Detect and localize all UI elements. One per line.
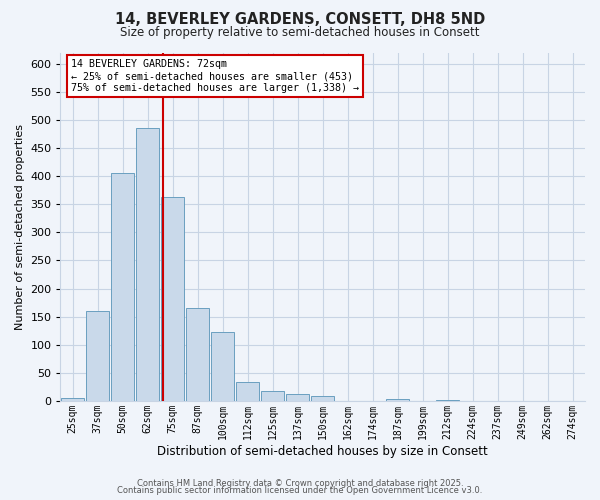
Text: Contains public sector information licensed under the Open Government Licence v3: Contains public sector information licen…	[118, 486, 482, 495]
Text: 14, BEVERLEY GARDENS, CONSETT, DH8 5ND: 14, BEVERLEY GARDENS, CONSETT, DH8 5ND	[115, 12, 485, 28]
Y-axis label: Number of semi-detached properties: Number of semi-detached properties	[15, 124, 25, 330]
Bar	[136, 128, 159, 401]
Bar	[161, 198, 184, 401]
Bar	[86, 311, 109, 401]
Bar	[261, 391, 284, 401]
Text: Contains HM Land Registry data © Crown copyright and database right 2025.: Contains HM Land Registry data © Crown c…	[137, 478, 463, 488]
Bar	[311, 396, 334, 401]
Bar	[286, 394, 309, 401]
Bar	[386, 399, 409, 401]
X-axis label: Distribution of semi-detached houses by size in Consett: Distribution of semi-detached houses by …	[157, 444, 488, 458]
Text: 14 BEVERLEY GARDENS: 72sqm
← 25% of semi-detached houses are smaller (453)
75% o: 14 BEVERLEY GARDENS: 72sqm ← 25% of semi…	[71, 60, 359, 92]
Bar	[186, 308, 209, 401]
Text: Size of property relative to semi-detached houses in Consett: Size of property relative to semi-detach…	[120, 26, 480, 39]
Bar	[61, 398, 84, 401]
Bar	[436, 400, 459, 401]
Bar	[111, 174, 134, 401]
Bar	[211, 332, 234, 401]
Bar	[236, 382, 259, 401]
